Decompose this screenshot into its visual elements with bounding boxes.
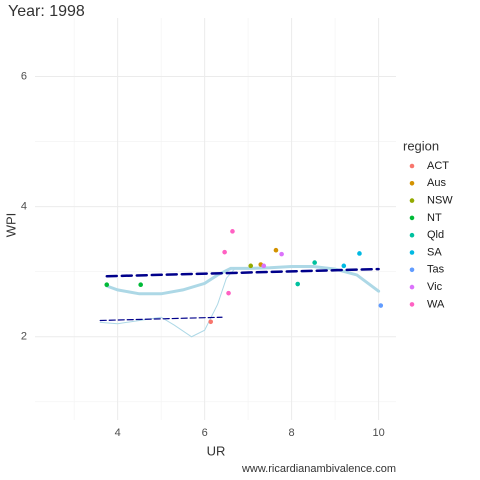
y-tick-label: 4 [21,201,27,213]
x-tick-label: 6 [202,427,208,439]
smooth-line [99,316,223,322]
legend-swatch [409,215,415,221]
point [279,251,284,257]
legend-label: Aus [427,177,446,189]
y-tick-label: 6 [21,70,27,82]
legend-swatch [409,250,415,255]
legend-label: ACT [427,160,449,172]
point [226,290,231,296]
point [357,251,362,256]
point [138,282,143,287]
point [208,319,214,325]
legend-label: Vic [427,281,443,293]
legend-swatch [409,163,415,169]
x-tick-label: 8 [289,427,295,439]
point [104,282,110,287]
x-tick-label: 10 [372,427,384,439]
y-axis-label: WPI [3,213,18,238]
legend-label: Qld [427,229,444,241]
point [261,263,267,269]
point [312,260,317,265]
legend-label: SA [427,246,442,258]
legend-label: NSW [427,195,453,207]
point [230,229,235,234]
legend-label: Tas [427,264,445,276]
legend-label: NT [427,212,442,224]
legend-swatch [409,302,415,307]
chart-title: Year: 1998 [8,3,85,20]
caption: www.ricardianambivalence.com [241,463,396,475]
smooth-line [105,267,380,278]
legend-swatch [409,198,415,203]
point [248,263,254,269]
legend-label: WA [427,298,445,310]
point [295,281,301,287]
legend-swatch [409,232,415,238]
legend-swatch [409,284,415,290]
point [378,303,384,308]
legend-swatch [409,181,415,186]
point [273,247,279,253]
point [222,249,227,255]
legend-swatch [409,267,415,273]
y-tick-label: 2 [21,331,27,343]
point [341,263,347,269]
smooth-line [105,264,381,296]
legend-title: region [403,138,439,153]
x-tick-label: 4 [115,427,121,439]
smooth-line [99,267,236,338]
x-axis-label: UR [207,443,226,458]
